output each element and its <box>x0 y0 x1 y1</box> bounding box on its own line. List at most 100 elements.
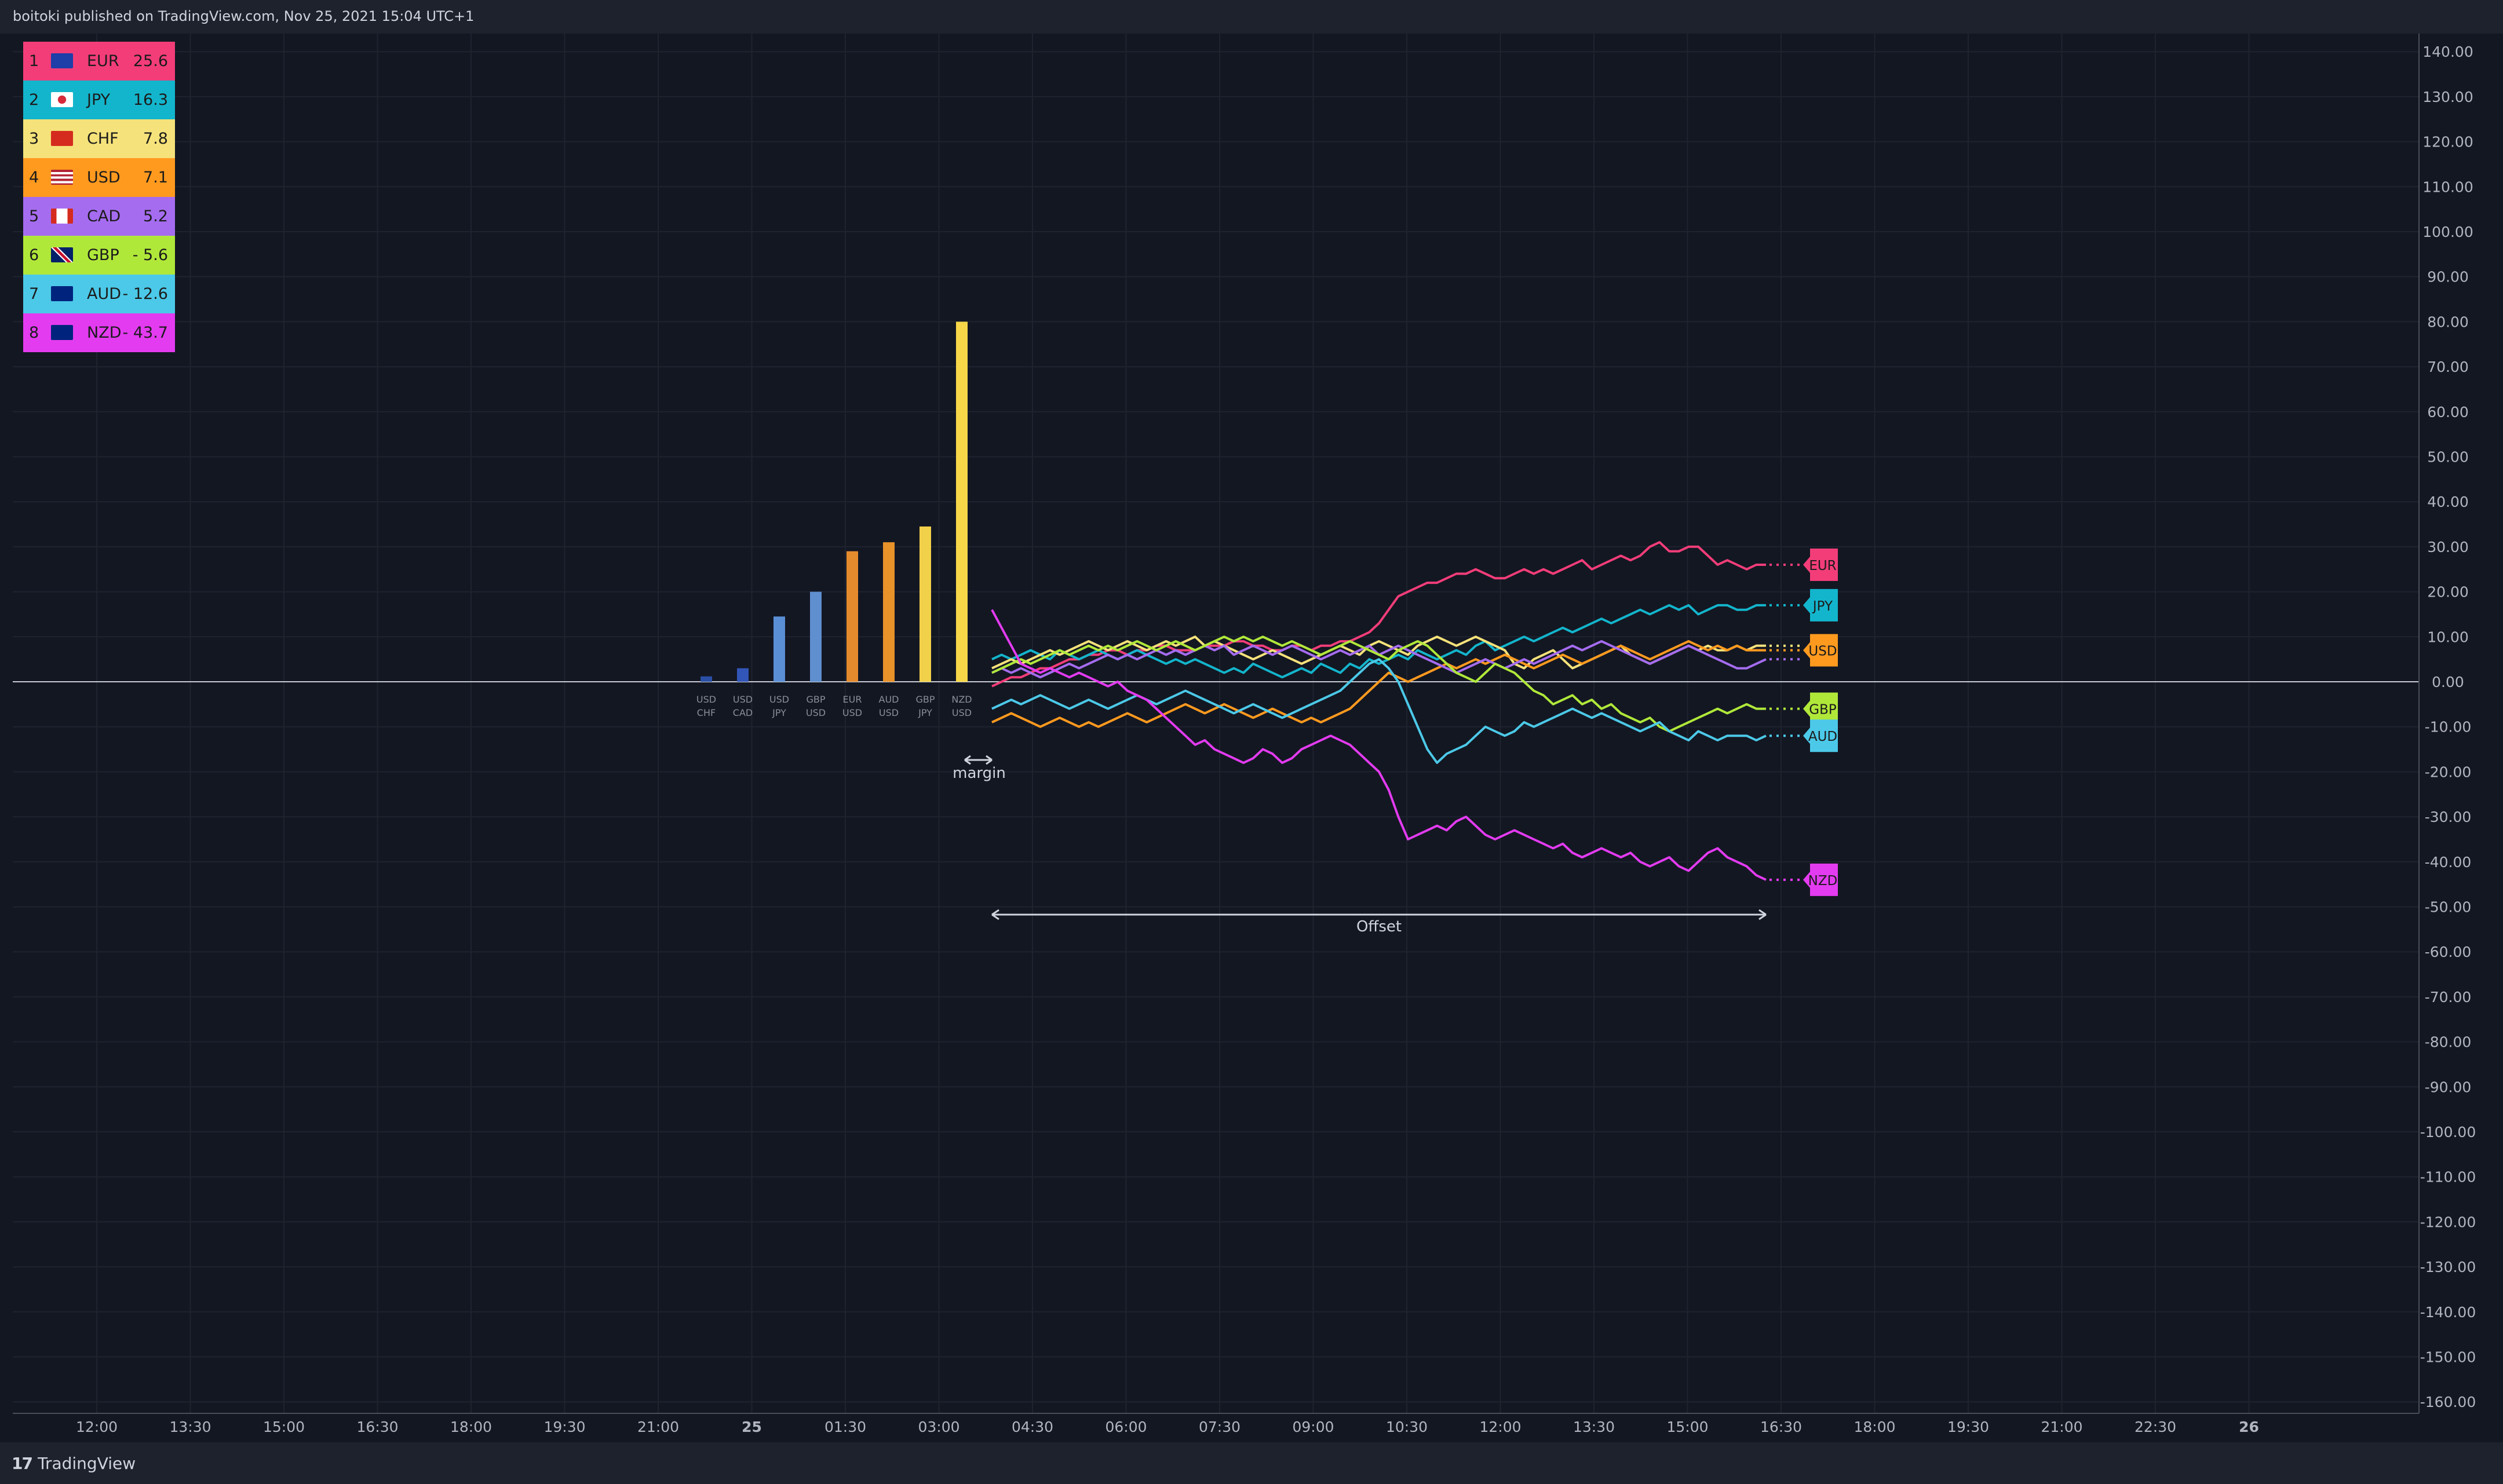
x-tick-label: 19:30 <box>1947 1419 1989 1435</box>
series-label-text: USD <box>1808 644 1837 659</box>
x-tick-label: 21:00 <box>637 1419 679 1435</box>
bar-label: USD <box>952 707 972 718</box>
nz-flag-icon <box>51 325 73 340</box>
offset-arrowheads <box>991 909 1767 920</box>
y-tick-label: -60.00 <box>2425 944 2472 960</box>
bar-label: USD <box>769 694 789 705</box>
x-tick-label: 22:30 <box>2135 1419 2176 1435</box>
series-label-bg <box>1803 719 1838 752</box>
x-tick-label: 13:30 <box>1573 1419 1615 1435</box>
y-tick-label: -80.00 <box>2425 1034 2472 1051</box>
strength-table: 1 EUR 25.6 2 JPY 16.3 3 CHF 7.8 4 USD 7.1 5 CAD 5.2 6 GB… <box>23 42 175 352</box>
series-label-gbp: GBP <box>1803 692 1838 725</box>
margin-arrowheads <box>964 755 993 765</box>
series-label-text: NZD <box>1808 873 1838 889</box>
x-tick-label: 18:00 <box>1853 1419 1895 1435</box>
series-line-usd <box>991 640 1766 728</box>
strength-currency: GBP <box>87 246 119 264</box>
y-tick-label: -40.00 <box>2425 854 2472 871</box>
publish-header: boitoki published on TradingView.com, No… <box>0 0 2503 34</box>
strength-value: 5.2 <box>143 207 168 225</box>
strength-currency: CAD <box>87 207 121 225</box>
strength-currency: EUR <box>87 52 119 70</box>
strength-row: 3 CHF 7.8 <box>23 119 175 158</box>
x-tick-label: 09:00 <box>1292 1419 1334 1435</box>
tradingview-brand: TradingView <box>37 1454 136 1473</box>
x-tick-label: 06:00 <box>1105 1419 1147 1435</box>
bar-label: NZD <box>951 694 972 705</box>
strength-value: 7.8 <box>143 130 168 148</box>
series-label-text: GBP <box>1809 703 1837 718</box>
strength-rank: 2 <box>29 91 39 109</box>
jp-flag-icon <box>51 92 73 107</box>
publish-info: boitoki published on TradingView.com, No… <box>13 8 475 24</box>
strength-rank: 3 <box>29 130 39 148</box>
chart-lines <box>991 541 1767 881</box>
tradingview-mark: 17 <box>12 1454 33 1473</box>
series-label-eur: EUR <box>1803 548 1838 581</box>
offset-label: Offset <box>1356 918 1402 935</box>
bar-label: USD <box>842 707 862 718</box>
series-label-bg <box>1803 692 1838 725</box>
series-label-bg <box>1803 863 1838 896</box>
x-tick-label: 12:00 <box>76 1419 118 1435</box>
footer: 17 TradingView <box>0 1442 2503 1484</box>
y-tick-label: 20.00 <box>2427 584 2469 601</box>
y-tick-label: 100.00 <box>2422 224 2473 240</box>
bar-label: CHF <box>697 707 716 718</box>
bar <box>737 668 749 682</box>
gb-flag-icon <box>51 247 73 262</box>
y-tick-label: -110.00 <box>2420 1169 2476 1186</box>
bar-label: JPY <box>918 707 932 718</box>
bar-label: EUR <box>843 694 862 705</box>
x-tick-label: 19:30 <box>543 1419 585 1435</box>
bar-label: GBP <box>915 694 935 705</box>
chart-grid <box>13 34 2419 1413</box>
x-tick-label: 01:30 <box>824 1419 866 1435</box>
series-label-jpy: JPY <box>1803 589 1838 622</box>
bar-label: AUD <box>879 694 899 705</box>
y-tick-label: -10.00 <box>2425 719 2472 736</box>
y-tick-label: 10.00 <box>2427 628 2469 645</box>
strength-row: 5 CAD 5.2 <box>23 197 175 236</box>
x-tick-label: 21:00 <box>2041 1419 2082 1435</box>
bar-label: USD <box>733 694 753 705</box>
series-label-bg <box>1803 589 1838 622</box>
y-tick-label: -30.00 <box>2425 809 2472 825</box>
bar-label: USD <box>806 707 826 718</box>
series-label-bg <box>1803 548 1838 581</box>
strength-value: 7.1 <box>143 169 168 187</box>
series-line-nzd <box>991 609 1767 881</box>
bar <box>847 551 858 682</box>
bar-label: USD <box>696 694 716 705</box>
bar <box>700 676 712 682</box>
y-tick-label: 0.00 <box>2432 674 2464 690</box>
strength-row: 2 JPY 16.3 <box>23 81 175 119</box>
strength-currency: JPY <box>87 91 111 109</box>
y-tick-label: -160.00 <box>2420 1394 2476 1410</box>
bar-label: USD <box>879 707 899 718</box>
y-tick-label: 30.00 <box>2427 539 2469 555</box>
tradingview-logo[interactable]: 17 TradingView <box>12 1454 136 1473</box>
strength-row: 6 GBP - 5.6 <box>23 236 175 275</box>
y-tick-label: -90.00 <box>2425 1079 2472 1095</box>
y-tick-label: -120.00 <box>2420 1213 2476 1230</box>
x-tick-label: 04:30 <box>1012 1419 1053 1435</box>
strength-rank: 7 <box>29 285 39 303</box>
strength-value: 16.3 <box>133 91 168 109</box>
au-flag-icon <box>51 286 73 301</box>
series-label-text: JPY <box>1812 599 1833 614</box>
chart-bars: USD CHF USD CAD USD JPY GBP USD EUR USD AUD USD GBP J… <box>696 321 972 718</box>
series-label-text: AUD <box>1808 729 1837 744</box>
strength-rank: 4 <box>29 169 39 187</box>
chart-annotations: margin Offset <box>953 755 1767 935</box>
x-tick-label: 03:00 <box>918 1419 959 1435</box>
series-line-aud <box>991 658 1767 764</box>
bar-label: CAD <box>733 707 753 718</box>
y-tick-label: 50.00 <box>2427 449 2469 466</box>
series-label-bg <box>1803 634 1838 667</box>
eu-flag-icon <box>51 53 73 68</box>
series-label-usd: USD <box>1803 634 1838 667</box>
us-flag-icon <box>51 170 73 185</box>
